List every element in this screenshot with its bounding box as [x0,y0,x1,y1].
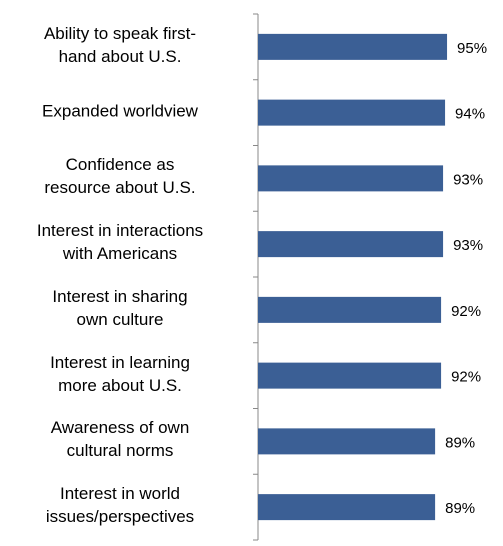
value-label: 93% [453,237,483,254]
bar [258,165,444,192]
category-label: Interest in sharing own culture [52,286,188,329]
bar [258,428,436,455]
value-label: 93% [453,171,483,188]
bar [258,296,442,323]
value-label: 94% [455,106,485,123]
bar [258,99,446,126]
value-label: 92% [451,369,481,386]
value-label: 95% [457,40,487,57]
category-label: Expanded worldview [42,101,198,121]
bar [258,231,444,258]
category-label: Ability to speak first- hand about U.S. [43,23,197,66]
category-label: Awareness of own cultural norms [50,418,190,461]
value-label: 89% [445,500,475,517]
value-label: 92% [451,303,481,320]
category-label: Interest in learning more about U.S. [50,352,190,395]
value-label: 89% [445,434,475,451]
bar [258,494,436,521]
category-label: Interest in world issues/perspectives [45,484,195,527]
bar [258,362,442,389]
category-label: Interest in interactions with Americans [36,221,204,264]
bar [258,33,448,60]
category-label: Confidence as resource about U.S. [44,155,196,198]
